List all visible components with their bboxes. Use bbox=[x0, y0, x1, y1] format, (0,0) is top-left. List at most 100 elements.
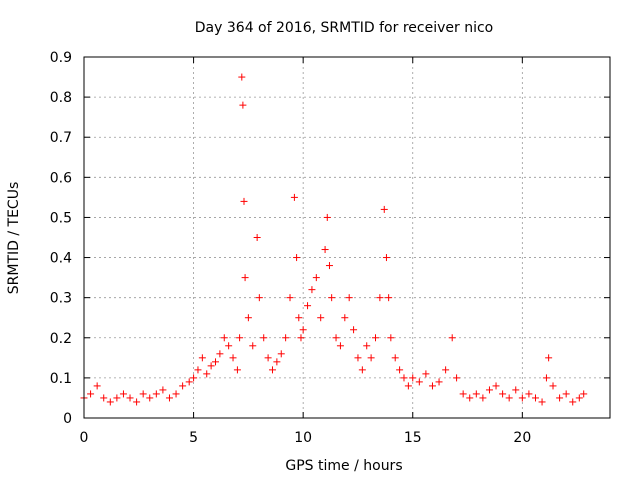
data-point bbox=[580, 390, 588, 398]
data-point bbox=[87, 390, 95, 398]
data-point bbox=[207, 362, 215, 370]
data-point bbox=[466, 394, 474, 402]
data-point bbox=[336, 342, 344, 350]
data-point bbox=[308, 286, 316, 294]
data-point bbox=[382, 254, 390, 262]
data-point bbox=[556, 394, 564, 402]
plot-frame bbox=[83, 56, 611, 419]
x-axis: 0 5 10 15 20 bbox=[80, 57, 531, 446]
data-point bbox=[409, 374, 417, 382]
data-point bbox=[380, 205, 388, 213]
data-point bbox=[396, 366, 404, 374]
y-tick-label: 0 bbox=[63, 411, 72, 427]
data-point bbox=[492, 382, 500, 390]
data-point bbox=[367, 354, 375, 362]
data-point bbox=[435, 378, 443, 386]
data-point bbox=[518, 394, 526, 402]
data-point bbox=[575, 394, 583, 402]
data-point bbox=[304, 302, 312, 310]
data-point bbox=[293, 254, 301, 262]
x-tick-label: 5 bbox=[189, 430, 198, 446]
data-point bbox=[290, 193, 298, 201]
data-point bbox=[312, 274, 320, 282]
data-point bbox=[277, 350, 285, 358]
data-point bbox=[295, 314, 303, 322]
data-point bbox=[321, 246, 329, 254]
y-tick-label: 0.3 bbox=[50, 291, 72, 307]
chart-title: Day 364 of 2016, SRMTID for receiver nic… bbox=[195, 20, 493, 36]
data-point bbox=[225, 342, 233, 350]
data-point bbox=[172, 390, 180, 398]
grid-lines bbox=[84, 57, 610, 418]
x-tick-label: 0 bbox=[80, 430, 89, 446]
data-point bbox=[260, 334, 268, 342]
data-point bbox=[354, 354, 362, 362]
data-point bbox=[264, 354, 272, 362]
data-point bbox=[549, 382, 557, 390]
data-point bbox=[428, 382, 436, 390]
y-tick-label: 0.1 bbox=[50, 371, 72, 387]
data-point bbox=[286, 294, 294, 302]
data-point bbox=[194, 366, 202, 374]
data-point bbox=[253, 234, 261, 241]
data-point bbox=[415, 378, 423, 386]
data-point bbox=[325, 262, 333, 270]
data-point bbox=[505, 394, 513, 402]
data-point bbox=[185, 378, 193, 386]
data-point bbox=[459, 390, 467, 398]
y-tick-label: 0.9 bbox=[50, 50, 72, 66]
data-point bbox=[545, 354, 553, 362]
data-point bbox=[422, 370, 430, 378]
data-point bbox=[239, 101, 247, 109]
data-point bbox=[299, 326, 307, 334]
data-point bbox=[198, 354, 206, 362]
data-point bbox=[220, 334, 228, 342]
data-point bbox=[404, 382, 412, 390]
data-point bbox=[268, 366, 276, 374]
data-point bbox=[139, 390, 147, 398]
data-point bbox=[236, 334, 244, 342]
data-point bbox=[190, 374, 198, 382]
data-point bbox=[332, 334, 340, 342]
data-point bbox=[93, 382, 101, 390]
data-point bbox=[152, 390, 160, 398]
data-point bbox=[212, 358, 219, 366]
data-point bbox=[106, 398, 114, 406]
data-point bbox=[479, 394, 487, 402]
x-tick-label: 20 bbox=[513, 430, 531, 446]
data-point bbox=[216, 350, 224, 358]
x-tick-label: 15 bbox=[404, 430, 422, 446]
data-point bbox=[538, 398, 546, 406]
data-point bbox=[442, 366, 450, 374]
data-point bbox=[531, 394, 539, 402]
data-point bbox=[485, 386, 493, 394]
data-point bbox=[244, 314, 252, 322]
y-tick-label: 0.7 bbox=[50, 130, 72, 146]
y-tick-label: 0.2 bbox=[50, 331, 72, 347]
data-point bbox=[255, 294, 263, 302]
data-point bbox=[448, 334, 456, 342]
data-point bbox=[229, 354, 237, 362]
x-axis-label: GPS time / hours bbox=[285, 458, 402, 474]
data-point bbox=[363, 342, 371, 350]
data-point bbox=[472, 390, 480, 398]
data-point bbox=[238, 73, 246, 81]
data-point bbox=[350, 326, 358, 334]
data-point bbox=[391, 354, 399, 362]
data-point bbox=[525, 390, 533, 398]
data-point bbox=[297, 334, 305, 342]
data-point bbox=[387, 334, 395, 342]
data-point bbox=[512, 386, 520, 394]
y-axis: 0 0.1 0.2 0.3 0.4 0.5 0.6 0.7 0.8 0.9 bbox=[50, 50, 610, 427]
data-point bbox=[240, 197, 248, 205]
x-tick-label: 10 bbox=[294, 430, 312, 446]
data-point bbox=[233, 366, 241, 374]
data-point bbox=[146, 394, 154, 402]
data-point bbox=[371, 334, 379, 342]
data-point bbox=[400, 374, 408, 382]
data-point bbox=[542, 374, 550, 382]
data-point bbox=[358, 366, 366, 374]
data-point bbox=[241, 274, 249, 282]
data-point bbox=[133, 398, 141, 406]
